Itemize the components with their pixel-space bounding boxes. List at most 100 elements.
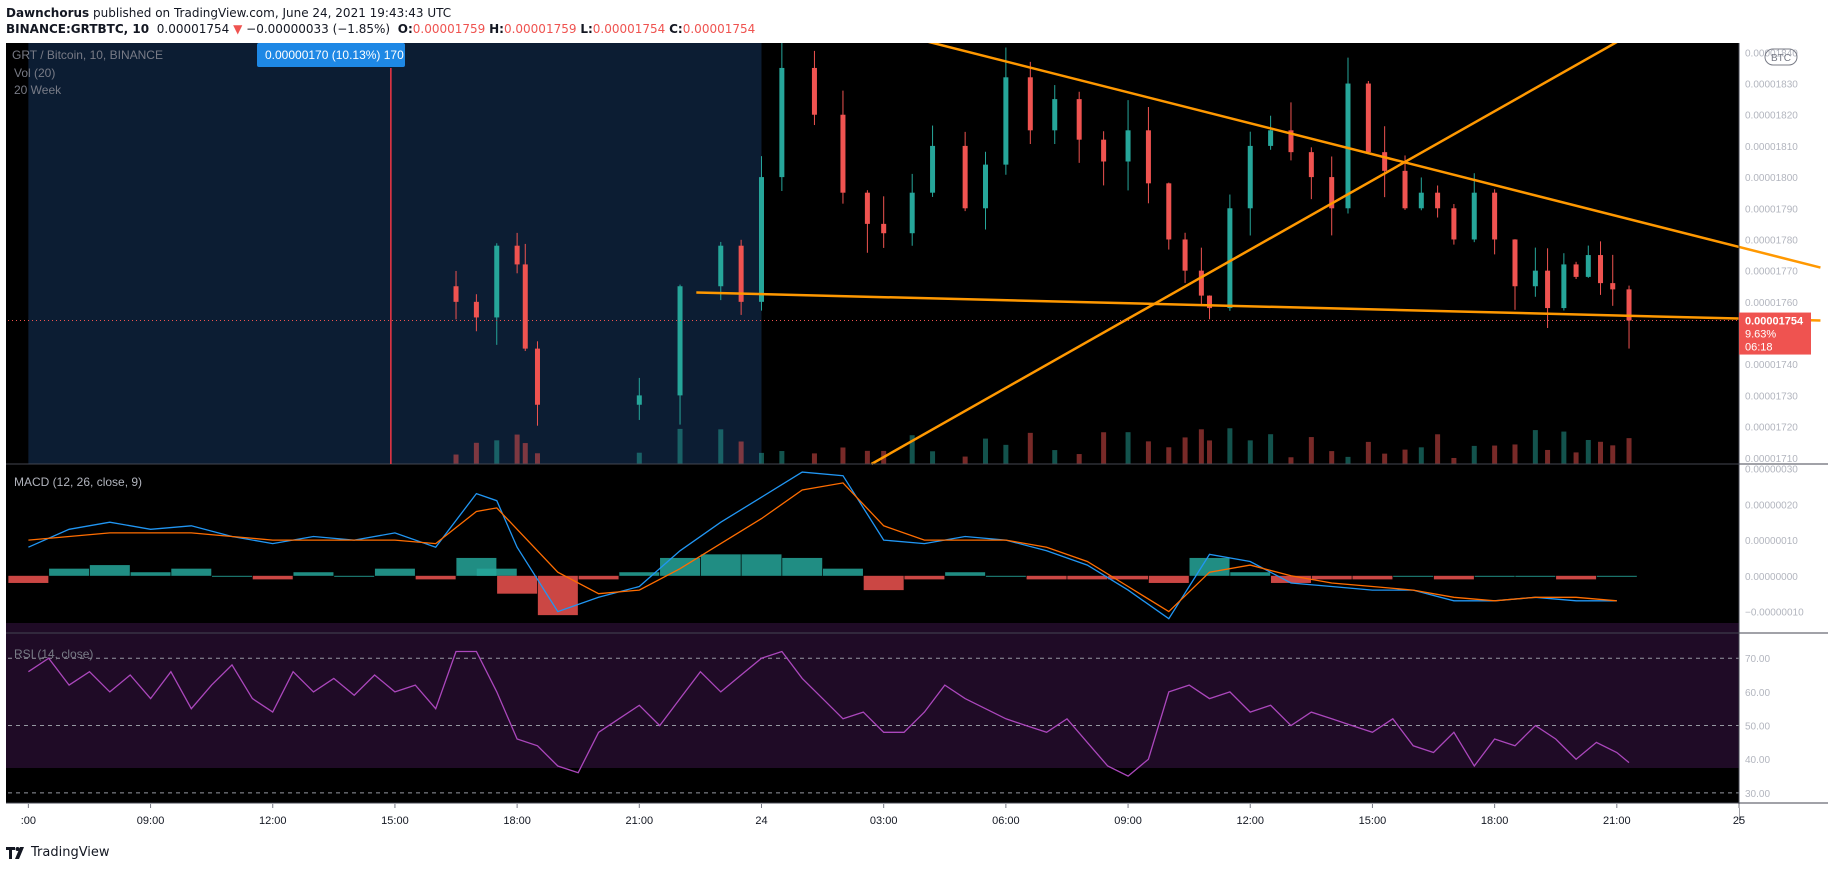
price-tick-label: 0.00000000 bbox=[1745, 572, 1798, 583]
publish-header: Dawnchorus published on TradingView.com,… bbox=[6, 6, 451, 20]
macd-histogram-bar bbox=[89, 565, 130, 576]
volume-legend: Vol (20) bbox=[14, 66, 55, 80]
candle bbox=[1561, 264, 1567, 309]
ohlc-header: BINANCE:GRTBTC, 10 0.00001754 ▼ −0.00000… bbox=[6, 22, 755, 36]
candle bbox=[1512, 239, 1518, 287]
candle bbox=[473, 301, 479, 318]
open-value: 0.00001759 bbox=[412, 22, 486, 36]
macd-histogram-bar bbox=[1026, 575, 1067, 580]
price-tick-label: 40.00 bbox=[1745, 755, 1770, 766]
price-tick-label: 0.00001830 bbox=[1745, 80, 1798, 91]
author-name[interactable]: Dawnchorus bbox=[6, 6, 90, 20]
macd-histogram-bar bbox=[1270, 575, 1311, 583]
volume-bar bbox=[1308, 437, 1314, 464]
volume-bar bbox=[514, 434, 520, 464]
trendline bbox=[696, 291, 1821, 322]
candle bbox=[1076, 99, 1082, 140]
price-tick-label: 0.00001840 bbox=[1745, 48, 1798, 59]
time-tick-label: 18:00 bbox=[1481, 815, 1509, 827]
candle bbox=[1365, 83, 1371, 153]
price-tick-label: 0.00001820 bbox=[1745, 111, 1798, 122]
macd-histogram-bar bbox=[578, 575, 619, 580]
price-tag-time: 06:18 bbox=[1745, 342, 1773, 354]
candle bbox=[514, 245, 520, 265]
price-tag-value: 0.00001754 bbox=[1745, 316, 1804, 328]
volume-bar bbox=[758, 452, 764, 464]
open-label: O: bbox=[397, 22, 413, 36]
highlight-range bbox=[28, 43, 762, 464]
macd-histogram-bar bbox=[1067, 575, 1108, 580]
candle bbox=[1268, 130, 1274, 146]
indicator-lines bbox=[8, 320, 1739, 794]
volume-bar bbox=[1471, 445, 1477, 464]
volume-bar bbox=[1288, 457, 1294, 464]
trendlines[interactable] bbox=[696, 43, 1821, 466]
volume-bar bbox=[453, 454, 459, 464]
candle bbox=[864, 192, 870, 224]
candle bbox=[881, 223, 887, 234]
chart-legend-title: GRT / Bitcoin, 10, BINANCE bbox=[12, 48, 163, 62]
macd-histogram-bar bbox=[415, 575, 456, 580]
volume-bar bbox=[1545, 449, 1551, 464]
candle bbox=[1435, 192, 1441, 209]
candle bbox=[1125, 130, 1131, 162]
price-tick-label: 0.00001800 bbox=[1745, 173, 1798, 184]
candle bbox=[522, 264, 528, 349]
volume-bar bbox=[1382, 453, 1388, 464]
volume-bar bbox=[494, 440, 500, 464]
rsi-band-background bbox=[6, 623, 1739, 768]
footer: TradingView bbox=[6, 845, 110, 860]
signal-line bbox=[28, 482, 1617, 613]
candle bbox=[1003, 77, 1009, 165]
candle bbox=[1101, 139, 1107, 162]
price-tick-label: 0.00001770 bbox=[1745, 267, 1798, 278]
macd-histogram-bar bbox=[822, 568, 863, 576]
price-tick-label: 0.00001740 bbox=[1745, 360, 1798, 371]
volume-bar bbox=[522, 443, 528, 464]
close-label: C: bbox=[669, 22, 683, 36]
time-tick-label: 24 bbox=[755, 815, 767, 827]
volume-bar bbox=[1101, 432, 1107, 464]
week-legend: 20 Week bbox=[14, 83, 62, 97]
volume-bar bbox=[636, 452, 642, 464]
volume-bar bbox=[1610, 445, 1616, 464]
time-tick-label: 15:00 bbox=[381, 815, 409, 827]
time-tick-label: 21:00 bbox=[626, 815, 654, 827]
macd-histogram-bar bbox=[374, 568, 415, 576]
rsi-line bbox=[28, 650, 1630, 777]
volume-bar bbox=[1227, 428, 1233, 464]
price-tick-label: 30.00 bbox=[1745, 789, 1770, 800]
price-tag: 0.00001754 9.63% 06:18 bbox=[1739, 312, 1811, 355]
measure-tooltip-text: 0.00000170 (10.13%) 170 bbox=[265, 48, 404, 62]
price-tick-label: 50.00 bbox=[1745, 722, 1770, 733]
macd-histogram-bar bbox=[1311, 575, 1352, 580]
time-tick-label: 09:00 bbox=[1114, 815, 1142, 827]
time-tick-label: 25 bbox=[1733, 815, 1745, 827]
time-tick-label: 12:00 bbox=[259, 815, 287, 827]
close-value: 0.00001754 bbox=[682, 22, 756, 36]
candle bbox=[1598, 255, 1604, 284]
volume-bar bbox=[1451, 457, 1457, 464]
price-tick-label: 0.00000020 bbox=[1745, 500, 1798, 511]
footer-brand[interactable]: TradingView bbox=[31, 845, 110, 860]
volume-bar bbox=[718, 429, 724, 464]
macd-histogram-bar bbox=[1189, 557, 1230, 576]
measure-tooltip[interactable]: 0.00000170 (10.13%) 170 bbox=[257, 43, 405, 67]
macd-histogram-bar bbox=[1596, 575, 1637, 577]
volume-bar bbox=[1145, 441, 1151, 464]
trendline bbox=[927, 43, 1821, 269]
price-tick-label: −0.00000010 bbox=[1745, 608, 1804, 619]
candle bbox=[1288, 130, 1294, 153]
candle bbox=[1027, 77, 1033, 131]
volume-bar bbox=[1561, 431, 1567, 464]
measure-tooltip-box bbox=[257, 43, 405, 67]
symbol-label[interactable]: BINANCE:GRTBTC, 10 bbox=[6, 22, 150, 36]
volume-bar bbox=[1329, 451, 1335, 464]
candle bbox=[636, 395, 642, 405]
currency-badge[interactable]: BTC bbox=[1764, 48, 1798, 66]
candle bbox=[779, 67, 785, 178]
candle bbox=[494, 245, 500, 318]
candle bbox=[758, 177, 764, 302]
trading-chart[interactable]: 0.00001840 0.00001830 0.00001820 0.00001810… bbox=[0, 43, 1828, 843]
volume-bar bbox=[1003, 444, 1009, 464]
